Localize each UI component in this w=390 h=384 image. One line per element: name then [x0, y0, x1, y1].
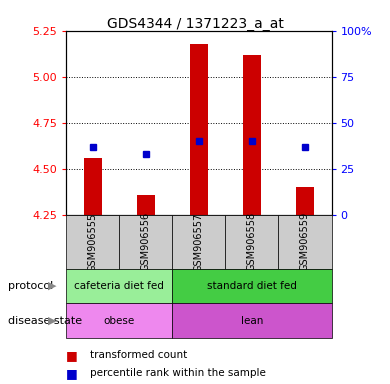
Bar [243, 55, 261, 215]
Bar [296, 187, 314, 215]
Bar [136, 195, 155, 215]
Text: GSM906558: GSM906558 [247, 212, 257, 271]
Text: disease state: disease state [8, 316, 82, 326]
Text: cafeteria diet fed: cafeteria diet fed [74, 281, 164, 291]
Bar [172, 269, 332, 303]
Bar [83, 158, 102, 215]
Bar [225, 215, 278, 269]
Bar [119, 215, 172, 269]
Bar [66, 269, 172, 303]
Text: ■: ■ [66, 349, 78, 362]
Text: obese: obese [104, 316, 135, 326]
Text: transformed count: transformed count [90, 350, 187, 360]
Text: GSM906557: GSM906557 [194, 212, 204, 271]
Bar [172, 215, 225, 269]
Text: lean: lean [241, 316, 263, 326]
Text: protocol: protocol [8, 281, 53, 291]
Bar [190, 44, 208, 215]
Text: GSM906559: GSM906559 [300, 212, 310, 271]
Text: GSM906555: GSM906555 [88, 212, 98, 271]
Bar [278, 215, 332, 269]
Text: GDS4344 / 1371223_a_at: GDS4344 / 1371223_a_at [106, 17, 284, 31]
Bar [66, 215, 119, 269]
Text: ▶: ▶ [48, 316, 57, 326]
Text: GSM906556: GSM906556 [141, 212, 151, 271]
Text: percentile rank within the sample: percentile rank within the sample [90, 368, 266, 378]
Bar [172, 303, 332, 338]
Text: standard diet fed: standard diet fed [207, 281, 297, 291]
Bar [66, 303, 172, 338]
Text: ▶: ▶ [48, 281, 57, 291]
Text: ■: ■ [66, 367, 78, 380]
